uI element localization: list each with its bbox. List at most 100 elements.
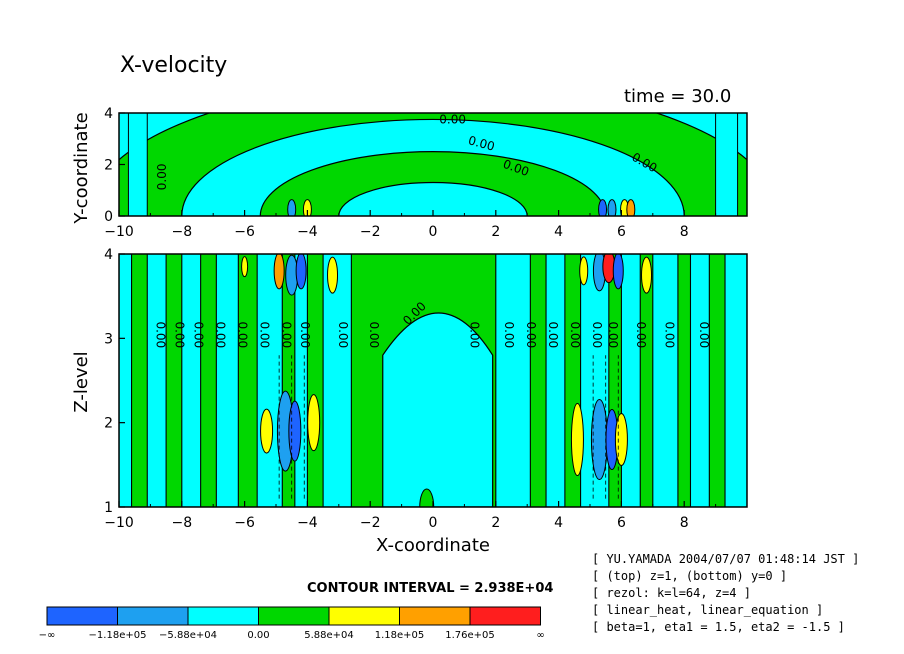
bottom-contour-band [495,254,531,507]
x-tick-label: −4 [297,515,318,531]
y-tick-label: 2 [104,416,113,432]
bottom-contour-label: 0.00 [606,321,620,348]
top-contour-labels: 0.000.000.00 0.000.00 [155,112,659,190]
bottom-contour-label: 0.00 [546,321,560,348]
bottom-y-axis: 1 2 3 4 [104,247,125,516]
top-contour-feature [626,199,636,216]
bottom-contour-label: 0.00 [634,321,648,348]
info-line: [ (top) z=1, (bottom) y=0 ] [592,569,787,583]
bottom-contour-band [294,254,308,507]
y-tick-label: 3 [104,331,113,347]
x-tick-label: −2 [360,224,381,240]
top-contour-band [127,113,148,216]
bottom-contour-label: 0.00 [213,321,227,348]
bottom-contour-labels: 0.00 0.00 0.00 0.00 0.00 0.00 0.00 0.00 0.00 0.00… [154,299,711,348]
colorbar-swatch [46,606,118,626]
bottom-contour-label: 0.00 [235,321,249,348]
y-tick-label: 4 [104,247,113,263]
x-tick-label: −8 [171,224,192,240]
y-tick-label: 2 [104,158,113,174]
x-tick-label: −6 [234,224,255,240]
bottom-contour-feature [614,413,628,467]
colorbar-labels: −∞ −1.18e+05 −5.88e+04 0.00 5.88e+04 1.18e+05… [39,630,545,641]
bottom-contour-fill [119,254,747,507]
bottom-contour-feature [307,394,321,452]
bottom-contour-feature [295,254,307,290]
bottom-contour-feature [241,256,249,278]
colorbar-label: 1.76e+05 [445,630,495,641]
x-tick-label: 0 [429,515,438,531]
bottom-contour-label: 0.00 [336,321,350,348]
top-y-axis: 0 2 4 [104,106,125,225]
x-tick-label: 4 [554,515,563,531]
x-tick-label: −2 [360,515,381,531]
y-tick-label: 1 [104,500,113,516]
top-contour-feature [598,199,608,216]
top-contour-feature [607,199,617,216]
x-tick-label: 2 [491,515,500,531]
top-contour-label: 0.00 [439,112,466,126]
bottom-contour-feature [641,256,653,294]
bottom-contour-band [322,254,352,507]
x-tick-label: −10 [104,515,134,531]
bottom-y-axis-label: Z-level [71,351,92,412]
x-tick-label: 8 [680,224,689,240]
top-contour-feature [302,199,312,216]
bottom-contour-label: 0.00 [367,321,381,348]
colorbar-swatch [469,606,541,626]
colorbar-label: ∞ [536,630,544,641]
colorbar-swatch [258,606,330,626]
bottom-contour-label: 0.00 [590,321,604,348]
info-line: [ rezol: k=l=64, z=4 ] [592,586,751,600]
colorbar-swatch [187,606,259,626]
bottom-contour-label: 0.00 [502,321,516,348]
bottom-contour-band [689,254,710,507]
bottom-contour-band [724,254,747,507]
bottom-contour-band [119,254,133,507]
info-line: [ linear_heat, linear_equation ] [592,603,823,617]
colorbar-label: 1.18e+05 [375,630,425,641]
x-tick-label: −10 [104,224,134,240]
bottom-contour-feature [570,403,584,477]
x-tick-label: 8 [680,515,689,531]
bottom-contour-label: 0.00 [279,321,293,348]
time-label: time = 30.0 [624,86,731,107]
colorbar-label: −∞ [39,630,56,641]
x-tick-label: 0 [429,224,438,240]
x-tick-label: 4 [554,224,563,240]
colorbar-swatch [117,606,189,626]
colorbar-label: −1.18e+05 [89,630,147,641]
x-tick-label: 6 [617,515,626,531]
bottom-contour-band [652,254,679,507]
y-tick-label: 4 [104,106,113,122]
info-block: [ YU.YAMADA 2004/07/07 01:48:14 JST ] [ … [592,552,859,634]
bottom-contour-label: 0.00 [697,321,711,348]
bottom-contour-feature [590,399,608,481]
info-line: [ beta=1, eta1 = 1.5, eta2 = -1.5 ] [592,620,845,634]
top-y-axis-label: Y-coordinate [71,112,92,224]
bottom-x-axis: −10 −8 −6 −4 −2 0 2 4 6 8 [104,501,717,531]
colorbar-swatch [399,606,471,626]
contour-interval-text: CONTOUR INTERVAL = 2.938E+04 [307,581,553,596]
bottom-contour-band [181,254,202,507]
x-tick-label: −6 [234,515,255,531]
bottom-contour-label: 0.00 [191,321,205,348]
bottom-contour-feature [612,254,624,290]
colorbar [46,606,541,626]
colorbar-label: 0.00 [247,630,269,641]
colorbar-label: −5.88e+04 [159,630,217,641]
bottom-contour-band [256,254,283,507]
bottom-contour-feature [419,488,435,507]
bottom-contour-label: 0.00 [173,321,187,348]
bottom-contour-label: 0.00 [468,321,482,348]
info-line: [ YU.YAMADA 2004/07/07 01:48:14 JST ] [592,552,859,566]
bottom-contour-feature [288,400,302,462]
bottom-contour-label: 0.00 [257,321,271,348]
colorbar-label: 5.88e+04 [304,630,354,641]
top-x-axis: −10 −8 −6 −4 −2 0 2 4 6 8 [104,210,717,240]
x-tick-label: −4 [297,224,318,240]
bottom-contour-label: 0.00 [568,321,582,348]
bottom-contour-label: 0.00 [662,321,676,348]
x-tick-label: −8 [171,515,192,531]
